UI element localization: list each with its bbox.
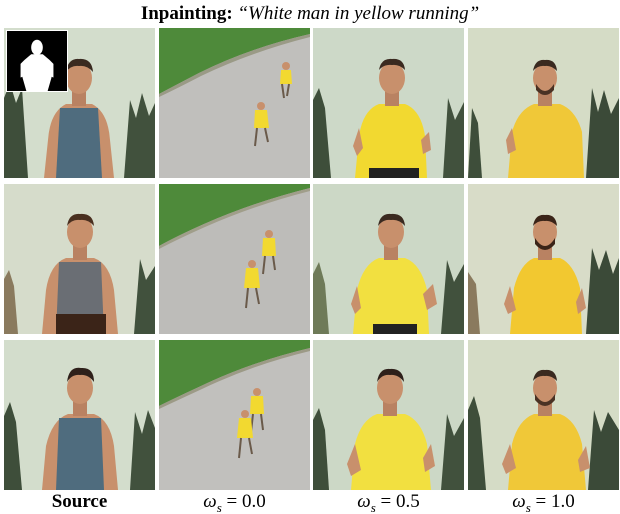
- omega-subscript: s: [525, 499, 531, 514]
- source-image-row-2: [4, 184, 155, 334]
- column-label-ws-1.0: ωs = 1.0: [468, 491, 619, 514]
- omega-subscript: s: [216, 499, 222, 514]
- omega-symbol: ω: [203, 491, 217, 512]
- result-row-2-ws-0.5: [313, 184, 464, 334]
- figure-title: Inpainting: “White man in yellow running…: [0, 3, 620, 25]
- weight-value: = 0.0: [221, 491, 266, 512]
- omega-symbol: ω: [357, 491, 371, 512]
- source-image-row-3: [4, 340, 155, 490]
- weight-value: = 0.5: [375, 491, 420, 512]
- omega-symbol: ω: [512, 491, 526, 512]
- column-label-ws-0.0: ωs = 0.0: [159, 491, 310, 514]
- result-row-3-ws-0.5: [313, 340, 464, 490]
- omega-subscript: s: [370, 499, 376, 514]
- result-row-1-ws-0.5: [313, 28, 464, 178]
- result-row-2-ws-1.0: [468, 184, 619, 334]
- result-row-3-ws-0.0: [159, 340, 310, 490]
- source-image-row-1: [4, 28, 155, 178]
- column-label-ws-0.5: ωs = 0.5: [313, 491, 464, 514]
- result-row-3-ws-1.0: [468, 340, 619, 490]
- result-row-1-ws-0.0: [159, 28, 310, 178]
- title-label: Inpainting:: [140, 3, 233, 24]
- column-label-source: Source: [51, 491, 108, 512]
- column-labels: Source ωs = 0.0 ωs = 0.5 ωs = 1.0: [4, 491, 619, 514]
- result-row-2-ws-0.0: [159, 184, 310, 334]
- weight-value: = 1.0: [530, 491, 575, 512]
- inpainting-mask: [6, 30, 68, 92]
- result-row-1-ws-1.0: [468, 28, 619, 178]
- image-grid: [4, 28, 619, 490]
- title-prompt: “White man in yellow running”: [237, 3, 480, 24]
